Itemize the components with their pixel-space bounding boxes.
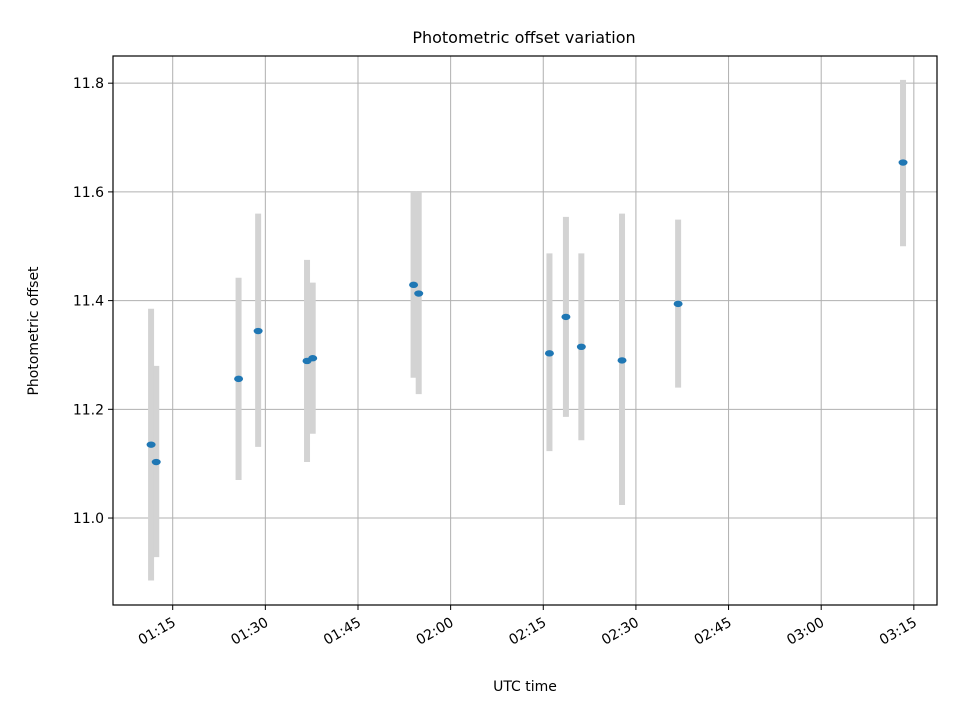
data-point [308, 355, 318, 362]
data-point [561, 313, 571, 321]
data-point [409, 281, 419, 289]
data-point [253, 327, 263, 335]
x-tick-label: 03:00 [784, 615, 827, 649]
y-tick-label: 11.6 [73, 185, 104, 201]
y-tick-label: 11.8 [73, 76, 104, 92]
data-point [576, 343, 586, 351]
x-axis-label: UTC time [493, 679, 557, 695]
plot-frame [112, 55, 938, 606]
data-point [544, 350, 554, 357]
data-points [146, 159, 908, 466]
y-axis-ticks: 11.0 11.2 11.4 11.6 11.8 [73, 76, 113, 527]
data-point [414, 290, 424, 297]
x-tick-label: 02:00 [414, 615, 457, 649]
y-tick-label: 11.4 [73, 294, 104, 310]
data-point [673, 300, 683, 308]
x-tick-label: 01:30 [228, 615, 271, 649]
x-tick-label: 02:15 [506, 615, 549, 649]
chart-title: Photometric offset variation [412, 28, 635, 47]
error-bars [148, 79, 907, 581]
data-point [146, 441, 156, 448]
x-tick-label: 02:45 [692, 615, 735, 649]
x-tick-label: 01:45 [321, 615, 364, 649]
data-point [234, 375, 244, 383]
x-tick-label: 01:15 [136, 615, 179, 649]
data-point [151, 458, 161, 466]
grid [113, 56, 937, 605]
y-axis-label: Photometric offset [26, 266, 42, 396]
data-point [617, 357, 627, 364]
y-tick-label: 11.0 [73, 511, 104, 527]
x-axis-ticks: 01:15 01:30 01:45 02:00 02:15 02:30 02:45 03:00… [136, 605, 920, 649]
x-tick-label: 03:15 [877, 615, 920, 649]
data-point [898, 159, 908, 166]
y-tick-label: 11.2 [73, 402, 104, 418]
x-tick-label: 02:30 [599, 615, 642, 649]
